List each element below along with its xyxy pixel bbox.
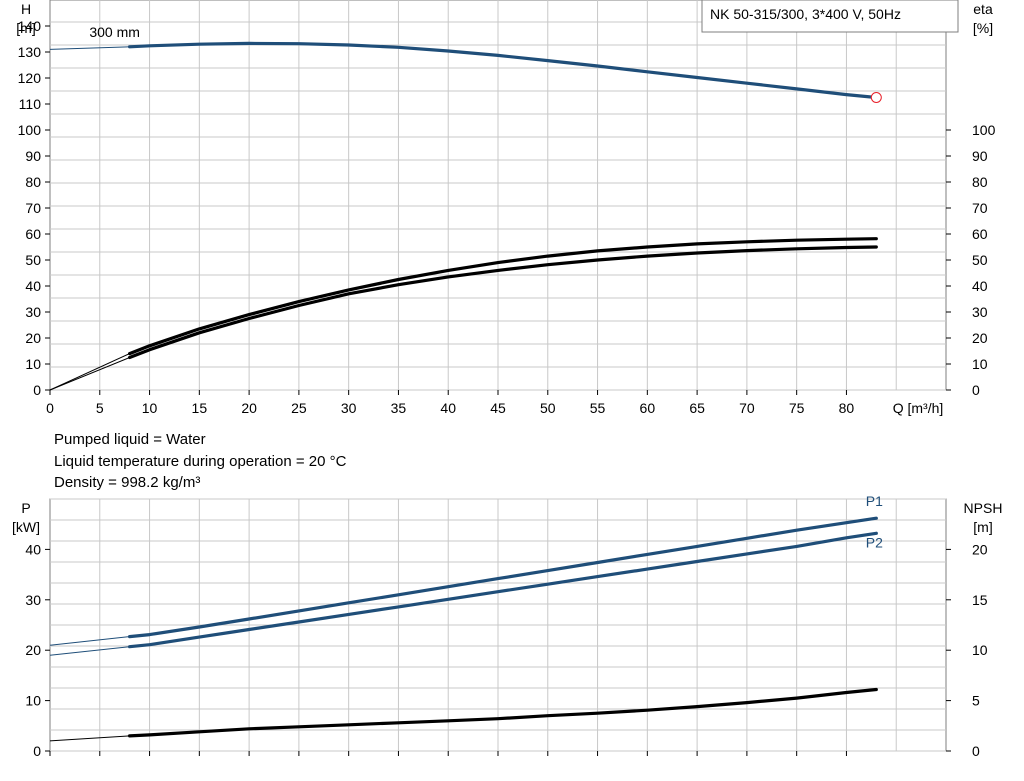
y-right-tick-label: 80 xyxy=(972,174,988,190)
y-left-tick-label: 50 xyxy=(25,252,41,268)
y-right-axis-label: eta xyxy=(973,1,993,17)
x-axis-label: Q [m³/h] xyxy=(893,400,944,416)
y-right-tick-label: 10 xyxy=(972,642,988,658)
y-left-tick-label: 0 xyxy=(33,743,41,759)
series-line-thin xyxy=(49,636,130,646)
y-right-tick-label: 90 xyxy=(972,148,988,164)
y-right-tick-label: 70 xyxy=(972,200,988,216)
y-left-axis-label: P xyxy=(21,500,30,516)
chart-title: NK 50-315/300, 3*400 V, 50Hz xyxy=(710,6,901,22)
y-right-tick-label: 20 xyxy=(972,541,988,557)
chart-title-box xyxy=(701,0,959,33)
y-left-tick-label: 20 xyxy=(25,642,41,658)
y-left-tick-label: 30 xyxy=(25,592,41,608)
x-tick-label: 60 xyxy=(640,400,656,416)
series-line xyxy=(128,531,878,649)
head-efficiency-chart: 0 5 10 15 20 25 30 35 40 45 50 55 60 65 70 75 80 Q [m³/h]… xyxy=(16,0,996,416)
x-tick-label: 35 xyxy=(391,400,407,416)
y-left-tick-label: 60 xyxy=(25,226,41,242)
y-left-tick-label: 20 xyxy=(25,330,41,346)
y-left-tick-label: 30 xyxy=(25,304,41,320)
series-label: P1 xyxy=(866,493,883,509)
x-tick-label: 5 xyxy=(96,400,104,416)
y-left-tick-label: 140 xyxy=(18,18,42,34)
density-text: Density = 998.2 kg/m³ xyxy=(54,474,201,491)
series-line-thin xyxy=(49,646,130,656)
y-right-tick-label: 100 xyxy=(972,122,996,138)
duty-point-marker xyxy=(870,92,882,103)
y-right-tick-label: 10 xyxy=(972,356,988,372)
y-right-tick-label: 30 xyxy=(972,304,988,320)
x-tick-label: 30 xyxy=(341,400,357,416)
series-label: 300 mm xyxy=(89,24,140,40)
series-line xyxy=(128,41,878,100)
x-tick-label: 20 xyxy=(241,400,257,416)
x-tick-label: 10 xyxy=(142,400,158,416)
x-tick-label: 40 xyxy=(440,400,456,416)
series-line xyxy=(128,237,878,356)
y-right-axis-unit: [m] xyxy=(973,519,992,535)
y-right-tick-label: 40 xyxy=(972,278,988,294)
y-left-tick-label: 10 xyxy=(25,356,41,372)
y-right-tick-label: 50 xyxy=(972,252,988,268)
y-left-tick-label: 40 xyxy=(25,541,41,557)
y-left-tick-label: 100 xyxy=(18,122,42,138)
series-line-thin xyxy=(49,46,130,50)
y-right-tick-label: 20 xyxy=(972,330,988,346)
series-line xyxy=(128,516,878,639)
y-right-tick-label: 15 xyxy=(972,592,988,608)
y-right-axis-unit: [%] xyxy=(973,20,993,36)
liquid-temperature-text: Liquid temperature during operation = 20… xyxy=(54,453,347,470)
x-tick-label: 70 xyxy=(739,400,755,416)
series-line-thin xyxy=(49,353,130,391)
x-tick-label: 65 xyxy=(689,400,705,416)
y-left-tick-label: 80 xyxy=(25,174,41,190)
x-tick-label: 25 xyxy=(291,400,307,416)
y-right-tick-label: 0 xyxy=(972,382,980,398)
x-tick-label: 0 xyxy=(46,400,54,416)
y-left-tick-label: 90 xyxy=(25,148,41,164)
y-left-axis-unit: [kW] xyxy=(12,519,40,535)
x-tick-label: 45 xyxy=(490,400,506,416)
pumped-liquid-text: Pumped liquid = Water xyxy=(54,431,206,448)
x-tick-label: 80 xyxy=(839,400,855,416)
y-left-tick-label: 10 xyxy=(25,693,41,709)
y-left-tick-label: 40 xyxy=(25,278,41,294)
y-right-tick-label: 5 xyxy=(972,693,980,709)
y-left-tick-label: 130 xyxy=(18,44,42,60)
y-right-axis-label: NPSH xyxy=(964,500,1003,516)
series-line-thin xyxy=(49,357,130,391)
y-left-axis-unit: [m] xyxy=(16,20,35,36)
y-left-axis-label: H xyxy=(21,1,31,17)
y-left-tick-label: 110 xyxy=(19,96,42,112)
series-line-thin xyxy=(49,735,130,742)
y-right-tick-label: 60 xyxy=(972,226,988,242)
series-line xyxy=(128,245,878,360)
x-tick-label: 75 xyxy=(789,400,805,416)
power-npsh-chart: 0 10 20 30 40 P [kW] 0 5 10 15 20 NPSH [m] P1 P2 xyxy=(12,493,1002,759)
x-tick-label: 55 xyxy=(590,400,606,416)
series-line xyxy=(128,687,878,738)
y-right-tick-label: 0 xyxy=(972,743,980,759)
y-left-tick-label: 120 xyxy=(18,70,42,86)
series-label: P2 xyxy=(866,534,883,550)
y-left-tick-label: 0 xyxy=(33,382,41,398)
y-left-tick-label: 70 xyxy=(25,200,41,216)
x-tick-label: 50 xyxy=(540,400,556,416)
x-tick-label: 15 xyxy=(192,400,208,416)
